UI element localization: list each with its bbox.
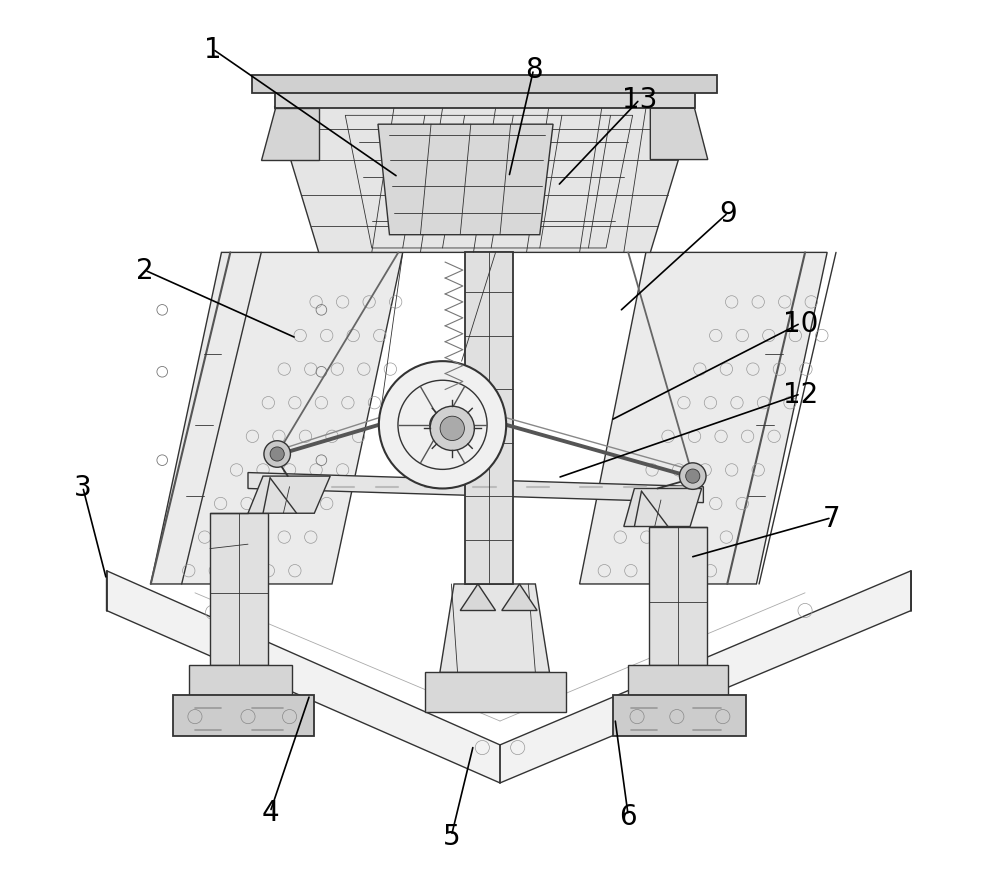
- Polygon shape: [624, 489, 702, 527]
- Polygon shape: [248, 473, 703, 503]
- Circle shape: [686, 470, 700, 484]
- Polygon shape: [151, 253, 403, 584]
- Text: 6: 6: [619, 802, 637, 829]
- Text: 1: 1: [204, 36, 221, 64]
- Polygon shape: [275, 85, 695, 109]
- Polygon shape: [210, 514, 268, 665]
- Polygon shape: [465, 253, 513, 584]
- Text: 4: 4: [261, 798, 279, 826]
- Text: 3: 3: [74, 473, 92, 501]
- Polygon shape: [275, 107, 695, 253]
- Polygon shape: [189, 665, 292, 695]
- Text: 2: 2: [136, 257, 153, 284]
- Circle shape: [264, 441, 290, 468]
- Text: 9: 9: [719, 199, 737, 228]
- Circle shape: [379, 361, 506, 489]
- Polygon shape: [107, 571, 911, 783]
- Circle shape: [679, 463, 706, 490]
- Text: 13: 13: [622, 86, 657, 114]
- Polygon shape: [650, 109, 708, 160]
- Text: 5: 5: [443, 822, 460, 850]
- Polygon shape: [378, 125, 553, 236]
- Text: 7: 7: [823, 504, 840, 532]
- Text: 8: 8: [525, 57, 542, 84]
- Polygon shape: [440, 584, 550, 672]
- Text: 12: 12: [783, 380, 818, 408]
- Polygon shape: [613, 695, 746, 736]
- Polygon shape: [261, 109, 319, 160]
- Polygon shape: [628, 665, 728, 695]
- Circle shape: [270, 447, 284, 462]
- Polygon shape: [502, 584, 537, 610]
- Polygon shape: [173, 695, 314, 736]
- Text: 10: 10: [783, 310, 818, 338]
- Circle shape: [430, 407, 474, 451]
- Polygon shape: [580, 253, 827, 584]
- Circle shape: [440, 416, 464, 441]
- Polygon shape: [248, 477, 330, 514]
- Polygon shape: [425, 672, 566, 712]
- Polygon shape: [460, 584, 496, 610]
- Polygon shape: [252, 75, 717, 94]
- Polygon shape: [649, 527, 707, 665]
- Circle shape: [430, 413, 455, 438]
